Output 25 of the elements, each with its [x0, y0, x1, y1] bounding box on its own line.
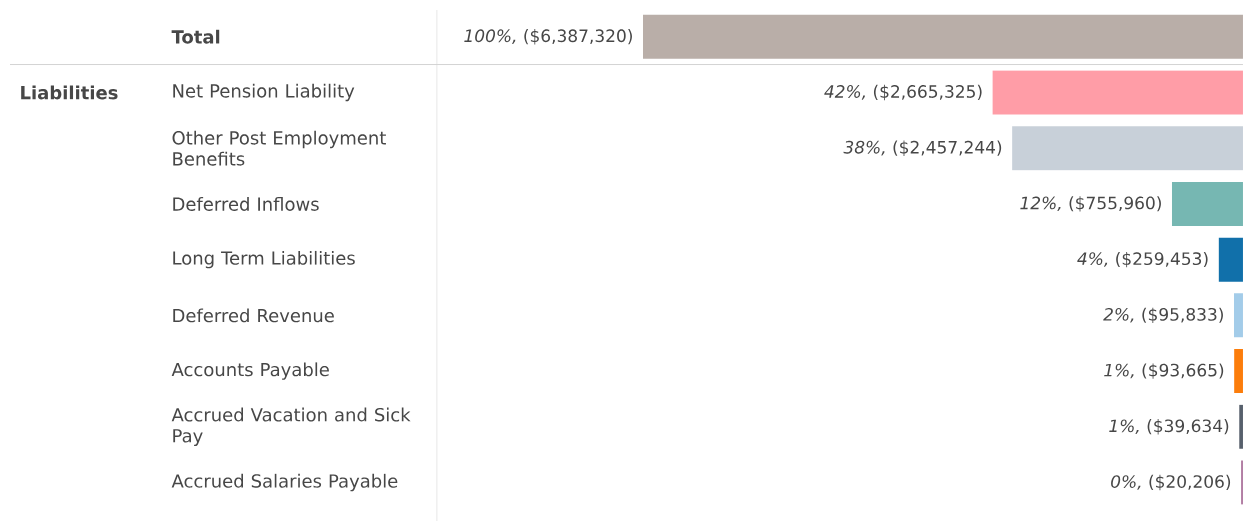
data-label: 1%, ($93,665): [1104, 363, 1224, 379]
bar: [1012, 126, 1243, 171]
data-label: 42%, ($2,665,325): [824, 84, 982, 101]
data-label: 2%, ($95,833): [1103, 307, 1223, 324]
bar: [1218, 237, 1243, 282]
y-tick-label: Accrued Salaries Payable: [171, 473, 398, 492]
data-label: 12%, ($755,960): [1020, 196, 1161, 212]
data-label: 100%, ($6,387,320): [464, 29, 632, 45]
bar: [1171, 181, 1243, 226]
y-tick-label: Deferred Inflows: [173, 196, 319, 211]
data-label: 0%, ($20,206): [1111, 474, 1231, 491]
y-tick-label: Net Pension Liability: [173, 83, 355, 102]
bar: [1234, 349, 1243, 394]
y-tick-label: Total: [171, 29, 220, 44]
y-tick-label: Long Term Liabilities: [173, 250, 355, 269]
data-label: 38%, ($2,457,244): [843, 140, 1002, 156]
data-label: 1%, ($39,634): [1109, 419, 1229, 435]
bar: [642, 14, 1243, 59]
y-tick-label: Other Post Employment Benefits: [172, 130, 386, 166]
y-tick-label: Accrued Vacation and Sick Pay: [171, 407, 411, 447]
y-tick-label: Accounts Payable: [171, 362, 329, 380]
text: Liabilities: [21, 85, 118, 100]
y-tick-label: Deferred Revenue: [173, 308, 334, 323]
data-label: 4%, ($259,453): [1077, 251, 1208, 268]
bar: [992, 70, 1243, 115]
